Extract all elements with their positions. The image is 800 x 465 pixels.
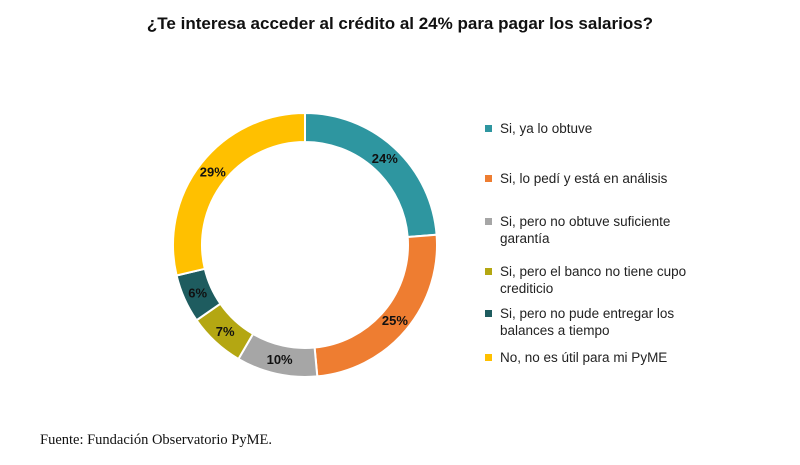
legend-item: Si, pero no pude entregar los balances a… xyxy=(485,305,715,339)
chart-title: ¿Te interesa acceder al crédito al 24% p… xyxy=(146,14,654,33)
legend-swatch xyxy=(485,125,492,132)
legend-item: Si, lo pedí y está en análisis xyxy=(485,170,715,187)
slice-value-label: 7% xyxy=(216,324,235,339)
legend-label: Si, pero no pude entregar los balances a… xyxy=(500,306,675,338)
donut-slice xyxy=(304,111,438,239)
legend-swatch xyxy=(485,175,492,182)
legend-swatch xyxy=(485,310,492,317)
legend-label: Si, ya lo obtuve xyxy=(500,121,593,136)
legend-item: Si, pero no obtuve suficiente garantía xyxy=(485,213,715,247)
donut-slice xyxy=(172,111,306,277)
legend-label: Si, lo pedí y está en análisis xyxy=(500,171,668,186)
legend-label: Si, pero el banco no tiene cupo creditic… xyxy=(500,264,687,296)
slice-value-label: 6% xyxy=(188,285,207,300)
legend-swatch xyxy=(485,268,492,275)
source-note: Fuente: Fundación Observatorio PyME. xyxy=(40,432,272,448)
slice-value-label: 24% xyxy=(372,151,398,166)
donut-slice xyxy=(313,233,438,378)
legend-item: No, no es útil para mi PyME xyxy=(485,349,715,366)
slice-value-label: 10% xyxy=(267,352,293,367)
legend-label: No, no es útil para mi PyME xyxy=(500,350,668,365)
legend-label: Si, pero no obtuve suficiente garantía xyxy=(500,214,671,246)
legend-item: Si, pero el banco no tiene cupo creditic… xyxy=(485,263,715,297)
slice-value-label: 25% xyxy=(382,313,408,328)
legend-item: Si, ya lo obtuve xyxy=(485,120,715,137)
slice-value-label: 29% xyxy=(200,165,226,180)
legend-swatch xyxy=(485,354,492,361)
legend-swatch xyxy=(485,218,492,225)
